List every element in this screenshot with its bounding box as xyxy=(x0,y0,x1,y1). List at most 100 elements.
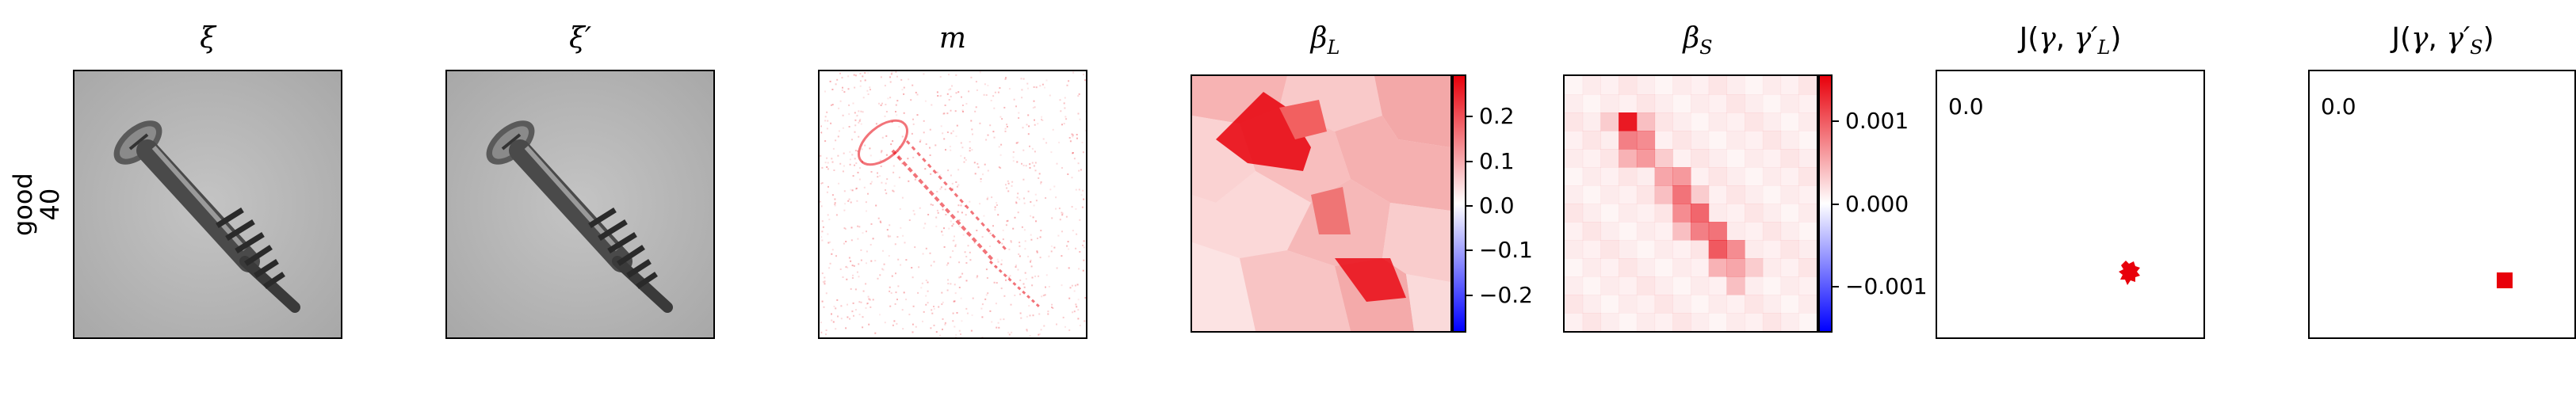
speckle-pixel xyxy=(820,200,821,203)
speckle-pixel xyxy=(999,116,1002,118)
speckle-pixel xyxy=(851,189,854,192)
speckle-pixel xyxy=(901,135,904,138)
heatmap-cell xyxy=(1600,185,1619,204)
speckle-pixel xyxy=(952,312,954,314)
speckle-pixel xyxy=(981,236,984,238)
speckle-pixel xyxy=(1084,79,1086,82)
speckle-pixel xyxy=(844,203,847,205)
heatmap-cell xyxy=(1582,313,1601,331)
speckle-pixel xyxy=(947,262,950,265)
heatmap-cell xyxy=(1600,240,1619,259)
speckle-pixel xyxy=(1014,295,1016,296)
speckle-pixel xyxy=(940,125,942,128)
heatmap-cell xyxy=(1654,131,1673,150)
heatmap-cell xyxy=(1745,258,1764,277)
speckle-pixel xyxy=(820,205,823,208)
speckle-pixel xyxy=(1027,255,1030,257)
speckle-pixel xyxy=(846,278,848,280)
heatmap-cell xyxy=(1672,94,1691,113)
speckle-pixel xyxy=(821,272,824,275)
speckle-pixel xyxy=(880,151,882,154)
score-label: 0.0 xyxy=(2321,93,2356,120)
speckle-pixel xyxy=(1013,98,1015,101)
speckle-pixel xyxy=(1018,253,1020,255)
speckle-pixel xyxy=(893,185,896,187)
speckle-pixel xyxy=(880,76,882,78)
speckle-pixel xyxy=(946,131,949,133)
heatmap-cell xyxy=(1726,131,1745,150)
heatmap-panel-beta-l xyxy=(1191,74,1452,333)
heatmap-cell xyxy=(1582,131,1601,150)
heatmap-cell xyxy=(1726,76,1745,95)
heatmap-cell xyxy=(1672,185,1691,204)
speckle-pixel xyxy=(903,93,905,95)
tick-label: 0.1 xyxy=(1479,148,1515,174)
speckle-pixel xyxy=(945,149,946,151)
speckle-pixel xyxy=(1019,312,1022,314)
speckle-pixel xyxy=(942,208,944,211)
speckle-pixel xyxy=(881,136,884,139)
speckle-pixel xyxy=(843,227,846,229)
speckle-pixel xyxy=(848,113,850,116)
speckle-pixel xyxy=(1041,295,1043,298)
speckle-pixel xyxy=(880,166,882,167)
speckle-pixel xyxy=(842,170,844,173)
speckle-pixel xyxy=(912,323,914,326)
speckle-pixel xyxy=(1019,242,1021,244)
speckle-pixel xyxy=(998,166,1000,169)
speckle-pixel xyxy=(915,326,917,328)
speckle-pixel xyxy=(885,192,888,195)
speckle-pixel xyxy=(1030,261,1031,263)
speckle-pixel xyxy=(1034,275,1037,277)
speckle-pixel xyxy=(1031,162,1034,164)
speckle-pixel xyxy=(861,148,863,150)
speckle-pixel xyxy=(866,210,867,212)
speckle-pixel xyxy=(911,267,913,268)
speckle-pixel xyxy=(903,112,905,114)
speckle-pixel xyxy=(939,95,942,97)
speckle-pixel xyxy=(855,162,858,165)
heatmap-cell xyxy=(1745,131,1764,150)
speckle-pixel xyxy=(821,300,824,303)
speckle-pixel xyxy=(832,321,835,323)
speckle-pixel xyxy=(1028,305,1030,307)
speckle-pixel xyxy=(1019,245,1021,247)
speckle-pixel xyxy=(843,165,845,167)
speckle-pixel xyxy=(998,146,1000,148)
speckle-pixel xyxy=(945,214,947,215)
heatmap-cell xyxy=(1582,240,1601,259)
speckle-pixel xyxy=(1071,206,1073,208)
speckle-pixel xyxy=(973,242,976,244)
speckle-pixel xyxy=(997,261,999,263)
speckle-pixel xyxy=(987,169,989,172)
speckle-pixel xyxy=(1064,116,1067,118)
heatmap-cell xyxy=(1726,204,1745,223)
speckle-pixel xyxy=(944,323,946,326)
speckle-pixel xyxy=(985,294,988,296)
speckle-pixel xyxy=(851,277,854,279)
speckle-pixel xyxy=(933,306,934,307)
speckle-pixel xyxy=(854,86,856,89)
speckle-pixel xyxy=(896,114,898,116)
speckle-pixel xyxy=(1067,173,1069,175)
speckle-pixel xyxy=(957,204,960,207)
speckle-pixel xyxy=(980,307,983,310)
speckle-pixel xyxy=(1038,333,1040,336)
speckle-pixel xyxy=(955,135,957,137)
speckle-pixel xyxy=(1035,220,1037,223)
speckle-pixel xyxy=(879,314,881,316)
speckle-pixel xyxy=(1079,325,1081,326)
speckle-pixel xyxy=(1016,142,1019,144)
speckle-pixel xyxy=(1073,290,1076,292)
speckle-pixel xyxy=(1027,87,1029,89)
speckle-pixel xyxy=(1029,314,1031,317)
heatmap-cell xyxy=(1582,204,1601,223)
speckle-pixel xyxy=(961,96,962,98)
speckle-pixel xyxy=(870,223,873,225)
speckle-pixel xyxy=(840,305,843,307)
speckle-pixel xyxy=(1061,284,1063,287)
heatmap-cell xyxy=(1672,112,1691,131)
speckle-pixel xyxy=(908,314,911,316)
speckle-pixel xyxy=(1052,307,1054,309)
speckle-pixel xyxy=(933,261,935,263)
